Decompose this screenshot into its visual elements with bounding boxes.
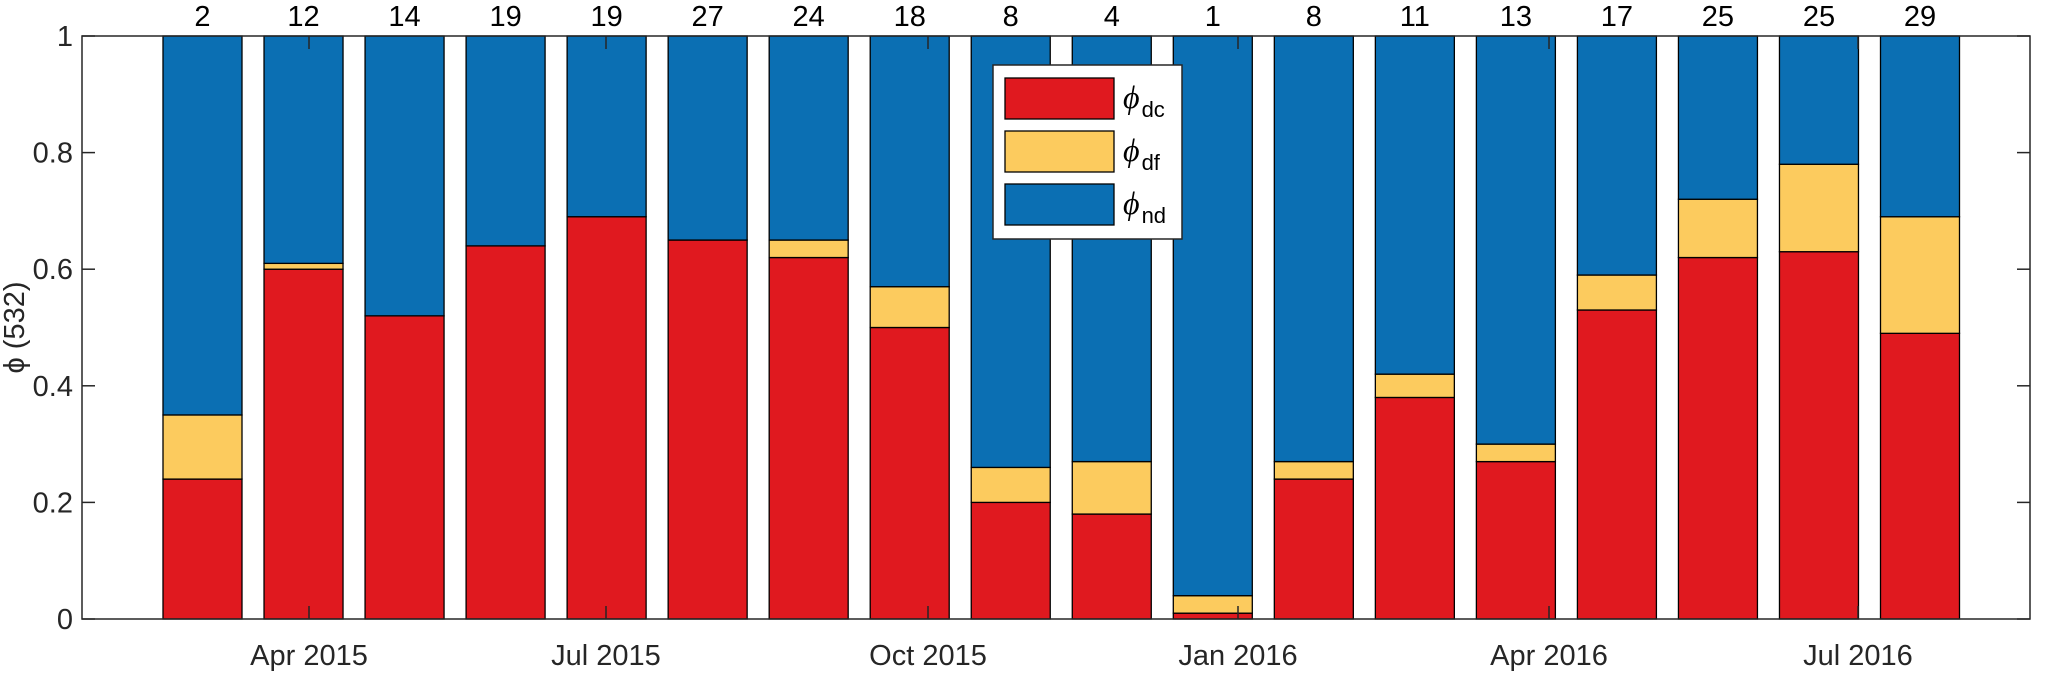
bar-segment-nd bbox=[1374, 35, 1456, 375]
y-tick-label: 0.8 bbox=[33, 138, 73, 170]
count-label: 27 bbox=[692, 1, 724, 33]
bar-segment-dc bbox=[1576, 309, 1658, 620]
legend-swatch-df bbox=[1004, 130, 1115, 173]
y-tick-label: 0 bbox=[57, 604, 73, 636]
bars-group bbox=[162, 35, 1961, 620]
count-label: 25 bbox=[1702, 1, 1734, 33]
bar-segment-nd bbox=[465, 35, 546, 247]
x-tick-label: Jul 2015 bbox=[551, 640, 661, 672]
bar-segment-nd bbox=[1576, 35, 1658, 276]
bar-segment-nd bbox=[162, 35, 243, 416]
bar-segment-df bbox=[1778, 163, 1860, 253]
count-label: 8 bbox=[1306, 1, 1322, 33]
bar-segment-dc bbox=[1475, 460, 1557, 620]
count-label: 11 bbox=[1400, 1, 1430, 33]
bar-segment-nd bbox=[1172, 35, 1253, 597]
bar-segment-dc bbox=[1879, 332, 1961, 620]
x-tick-label: Jul 2016 bbox=[1803, 640, 1913, 672]
y-tick-label: 0.4 bbox=[33, 371, 73, 403]
y-tick-label: 1 bbox=[57, 21, 73, 53]
bar-segment-nd bbox=[364, 35, 445, 317]
bar-segment-nd bbox=[1475, 35, 1557, 445]
bar-segment-df bbox=[970, 466, 1051, 504]
bar-segment-nd bbox=[768, 35, 849, 241]
bar-segment-dc bbox=[1778, 251, 1860, 620]
x-tick-label: Oct 2015 bbox=[869, 640, 987, 672]
bar-segment-df bbox=[263, 262, 344, 270]
y-tick-label: 0.2 bbox=[33, 487, 73, 519]
count-label: 1 bbox=[1205, 1, 1221, 33]
bar-segment-df bbox=[1677, 198, 1759, 259]
bar-segment-dc bbox=[162, 478, 243, 620]
count-label: 17 bbox=[1601, 1, 1633, 33]
bar-segment-df bbox=[1576, 274, 1658, 311]
x-tick-label: Apr 2016 bbox=[1490, 640, 1608, 672]
bar-segment-df bbox=[768, 239, 849, 259]
x-tick-label: Apr 2015 bbox=[250, 640, 368, 672]
bar-segment-dc bbox=[263, 268, 344, 620]
bar-segment-df bbox=[869, 286, 950, 329]
plot-frame bbox=[81, 35, 2031, 620]
bar-segment-nd bbox=[1778, 35, 1860, 165]
ticks-group bbox=[82, 35, 2030, 620]
count-label: 4 bbox=[1104, 1, 1120, 33]
x-tick-label: Jan 2016 bbox=[1178, 640, 1297, 672]
bar-segment-dc bbox=[1374, 396, 1456, 620]
bar-segment-dc bbox=[1273, 478, 1354, 620]
bar-segment-nd bbox=[263, 35, 344, 265]
y-tick-label: 0.6 bbox=[33, 254, 73, 286]
y-axis-title: ϕ (532) bbox=[0, 282, 31, 374]
count-label: 14 bbox=[388, 1, 420, 33]
labels-group: 2 12 14 19 19 27 24 18 8 4 1 8 11 13 17 25 25 2900.20.40.… bbox=[33, 1, 1936, 672]
bar-segment-nd bbox=[667, 35, 748, 241]
count-label: 13 bbox=[1500, 1, 1532, 33]
bar-segment-dc bbox=[667, 239, 748, 620]
count-label: 19 bbox=[590, 1, 622, 33]
bar-segment-df bbox=[1879, 216, 1961, 334]
count-label: 29 bbox=[1904, 1, 1936, 33]
count-label: 19 bbox=[489, 1, 521, 33]
bar-segment-dc bbox=[1677, 256, 1759, 620]
bar-segment-nd bbox=[1273, 35, 1354, 463]
bar-segment-nd bbox=[869, 35, 950, 288]
bar-segment-df bbox=[162, 414, 243, 480]
bar-segment-dc bbox=[869, 326, 950, 620]
bar-segment-df bbox=[1475, 443, 1557, 463]
count-label: 24 bbox=[793, 1, 825, 33]
bar-segment-dc bbox=[768, 256, 849, 620]
bar-segment-nd bbox=[566, 35, 647, 218]
bar-segment-nd bbox=[1677, 35, 1759, 200]
count-label: 25 bbox=[1803, 1, 1835, 33]
bar-segment-nd bbox=[1879, 35, 1961, 218]
bar-segment-df bbox=[1374, 373, 1456, 399]
bar-segment-dc bbox=[1071, 513, 1152, 620]
count-label: 18 bbox=[894, 1, 926, 33]
bar-segment-df bbox=[1172, 595, 1253, 614]
bar-segment-dc bbox=[566, 216, 647, 620]
count-label: 12 bbox=[287, 1, 319, 33]
legend-swatch-dc bbox=[1004, 77, 1115, 120]
legend-swatch-nd bbox=[1004, 183, 1115, 226]
bar-segment-dc bbox=[364, 315, 445, 620]
bar-segment-df bbox=[1071, 460, 1152, 515]
bar-segment-dc bbox=[465, 245, 546, 620]
bar-segment-dc bbox=[1172, 612, 1253, 620]
bar-segment-df bbox=[1273, 460, 1354, 480]
bar-segment-dc bbox=[970, 501, 1051, 620]
count-label: 2 bbox=[194, 1, 210, 33]
count-label: 8 bbox=[1003, 1, 1019, 33]
